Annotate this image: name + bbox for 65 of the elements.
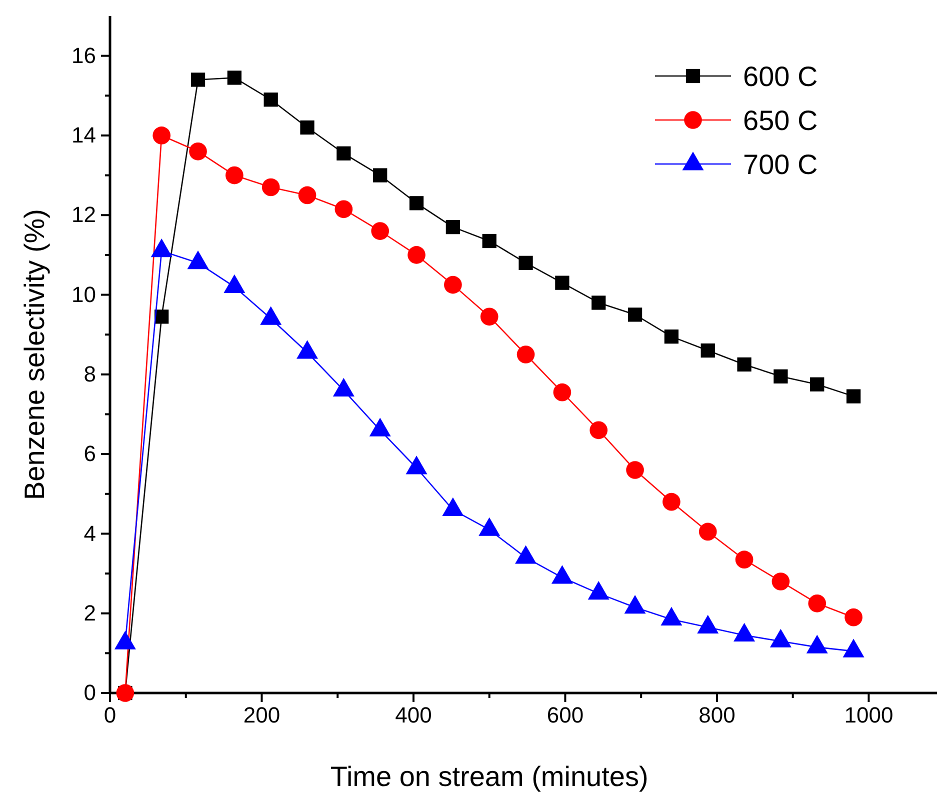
point [408,246,426,264]
point [588,581,610,600]
point [770,628,792,648]
point [664,330,679,344]
y-tick-label: 6 [84,441,96,466]
point [226,166,244,184]
legend-label: 650 C [743,105,818,136]
point [446,220,460,234]
point [409,196,424,210]
point [334,200,353,218]
point [515,545,537,564]
x-axis-title: Time on stream (minutes) [330,761,648,792]
point [482,234,496,248]
point [697,614,719,634]
point [152,126,171,144]
point [264,92,278,107]
point [592,296,606,310]
point [480,308,498,326]
x-tick-label: 200 [243,702,280,728]
point [628,308,642,322]
point [774,369,788,384]
legend-label: 600 C [743,61,818,92]
point [700,343,715,358]
x-tick-label: 0 [104,702,116,728]
point [298,186,316,204]
y-tick-label: 2 [84,600,96,626]
y-tick-label: 10 [72,282,96,307]
y-tick-label: 14 [72,122,96,148]
point [189,142,207,160]
y-tick-label: 12 [72,202,96,228]
point [846,389,861,404]
y-tick-label: 16 [72,42,96,68]
point [553,383,572,402]
point [371,222,390,240]
point [190,72,206,87]
point [478,517,500,536]
point [227,70,242,85]
point [737,357,752,372]
point [516,346,535,364]
point [734,622,756,642]
x-tick-label: 400 [395,702,432,728]
point [810,377,824,392]
point [444,276,462,294]
legend-label: 700 C [743,149,818,180]
x-tick-label: 600 [546,702,584,728]
point [842,638,864,658]
point [660,606,682,626]
point [114,630,136,650]
y-axis-title: Benzene selectivity (%) [19,208,50,500]
y-tick-label: 0 [84,680,96,706]
point [300,120,314,135]
point [373,168,388,182]
x-tick-label: 1000 [844,702,894,728]
point [551,565,573,584]
point [262,178,280,196]
point [442,497,464,516]
point [555,276,570,290]
point [406,456,428,474]
point [336,146,351,160]
point [518,256,533,270]
x-tick-label: 800 [698,702,736,728]
point [806,634,828,654]
y-tick-label: 8 [84,361,96,386]
y-tick-label: 4 [84,520,96,546]
point [624,594,646,614]
